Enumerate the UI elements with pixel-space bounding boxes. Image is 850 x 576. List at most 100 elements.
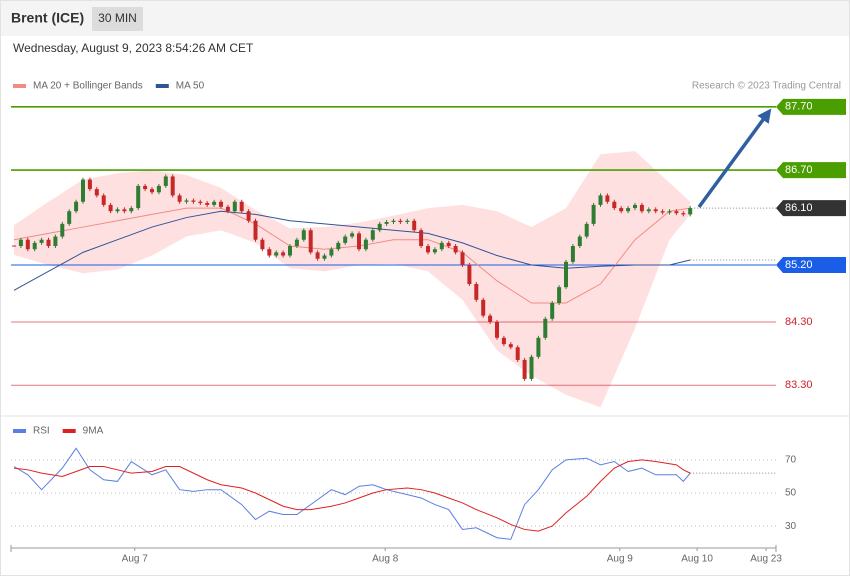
candle — [460, 252, 465, 266]
candle — [398, 220, 403, 222]
candle — [74, 201, 79, 212]
candle — [529, 356, 534, 379]
ma-line — [13, 210, 691, 291]
candle — [322, 255, 327, 259]
candle — [488, 315, 493, 322]
candle — [619, 208, 624, 212]
candle — [515, 347, 520, 360]
candle — [467, 265, 472, 285]
candle — [219, 201, 223, 207]
candle — [315, 252, 320, 259]
level-box — [776, 98, 846, 115]
candle — [391, 220, 396, 222]
candle — [25, 239, 30, 250]
candle — [239, 201, 244, 212]
plot: 87.70 86.70 86.10 85.20 84.30 83.30 MA 20 + Bo… — [11, 81, 846, 565]
candle — [363, 239, 368, 250]
candle — [591, 204, 596, 224]
rsi-line — [13, 447, 691, 540]
candle — [156, 185, 161, 193]
candle — [205, 203, 210, 205]
rsi-line — [13, 459, 691, 532]
candle — [294, 239, 299, 247]
x-tick-label: Aug 23 — [750, 554, 782, 565]
candle — [281, 252, 286, 256]
candle — [39, 239, 44, 243]
candle — [212, 201, 217, 205]
x-tick-label: Aug 9 — [607, 554, 634, 565]
candle — [584, 223, 589, 237]
candle — [177, 195, 182, 202]
candle — [405, 220, 410, 222]
level-box — [776, 200, 846, 217]
candle — [122, 209, 127, 212]
candle — [453, 246, 458, 253]
candle — [377, 223, 382, 231]
level-label: 86.10 — [785, 202, 813, 214]
legend-label: 9MA — [83, 426, 104, 437]
legend-label: MA 50 — [176, 81, 205, 92]
candle — [557, 287, 562, 303]
candle — [336, 242, 341, 250]
candle — [598, 195, 603, 205]
instrument: Brent (ICE) — [11, 10, 84, 26]
candle — [681, 213, 686, 215]
candle — [232, 201, 237, 212]
candle — [667, 211, 672, 213]
candle — [184, 200, 189, 202]
candle — [688, 208, 693, 215]
candle — [495, 321, 499, 338]
level-label: 86.70 — [785, 164, 813, 176]
candle — [646, 209, 651, 212]
interval: 30 MIN — [98, 11, 137, 25]
candle — [605, 195, 610, 202]
candle — [570, 246, 575, 262]
candle — [81, 179, 85, 202]
candle — [564, 261, 568, 288]
y-tick-label: 30 — [785, 521, 797, 532]
candle — [32, 242, 37, 250]
candle — [633, 204, 637, 209]
candle — [274, 252, 279, 256]
candle — [101, 195, 106, 205]
candle — [522, 359, 527, 379]
candle — [60, 223, 65, 237]
candle — [191, 200, 196, 202]
candle — [612, 201, 617, 209]
candle — [343, 236, 348, 243]
candle — [170, 176, 175, 196]
x-tick-label: Aug 10 — [681, 554, 713, 565]
bollinger-band — [14, 151, 691, 408]
candle — [412, 220, 417, 231]
candle — [288, 246, 292, 256]
legend-swatch — [62, 429, 76, 433]
candle — [501, 337, 506, 345]
candle — [432, 249, 437, 253]
candle — [53, 236, 58, 247]
source: Research © 2023 Trading Central — [692, 81, 841, 92]
level-label: 84.30 — [785, 316, 813, 328]
candle — [246, 211, 251, 221]
candle — [626, 208, 631, 212]
y-tick-label: 70 — [785, 455, 797, 466]
candle — [129, 208, 134, 212]
level-label: 83.30 — [785, 379, 813, 391]
candle — [329, 249, 334, 256]
level-label: 87.70 — [785, 101, 813, 113]
level-label: 85.20 — [785, 259, 813, 271]
candle — [653, 209, 658, 212]
candle — [308, 230, 313, 253]
candle — [150, 189, 154, 193]
candle — [357, 233, 361, 250]
target-arrow — [697, 108, 772, 209]
interval-box — [92, 7, 143, 31]
candle — [439, 242, 444, 250]
candle — [94, 189, 99, 196]
candle — [46, 239, 51, 247]
candle — [253, 220, 258, 240]
legend-label: RSI — [33, 426, 50, 437]
candle — [639, 204, 644, 212]
candle — [660, 211, 665, 213]
